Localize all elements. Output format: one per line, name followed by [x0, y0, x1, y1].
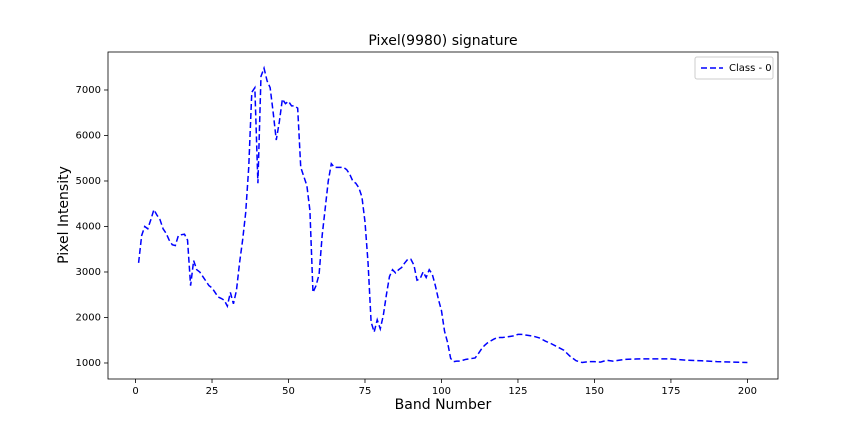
data-line: [137, 65, 748, 364]
x-axis-label: Band Number: [395, 397, 492, 413]
y-tick-label: 3000: [76, 267, 101, 278]
y-tick-label: 2000: [76, 312, 101, 323]
x-tick-label: 0: [132, 386, 138, 397]
chart-title: Pixel(9980) signature: [368, 33, 517, 49]
x-tick-label: 150: [585, 386, 604, 397]
y-tick-label: 4000: [76, 221, 101, 232]
y-tick-label: 7000: [76, 85, 101, 96]
x-tick-label: 100: [432, 386, 451, 397]
x-tick-label: 125: [508, 386, 527, 397]
x-tick-label: 200: [738, 386, 757, 397]
x-tick-label: 75: [359, 386, 372, 397]
x-tick-label: 50: [282, 386, 295, 397]
y-tick-label: 1000: [76, 358, 101, 369]
y-tick-label: 6000: [76, 130, 101, 141]
y-tick-label: 5000: [76, 176, 101, 187]
legend-label: Class - 0: [729, 63, 772, 74]
plot-frame: [107, 51, 779, 380]
legend-box: [694, 56, 774, 80]
x-tick-label: 25: [206, 386, 219, 397]
y-axis-label: Pixel Intensity: [56, 166, 72, 264]
x-tick-label: 175: [661, 386, 680, 397]
